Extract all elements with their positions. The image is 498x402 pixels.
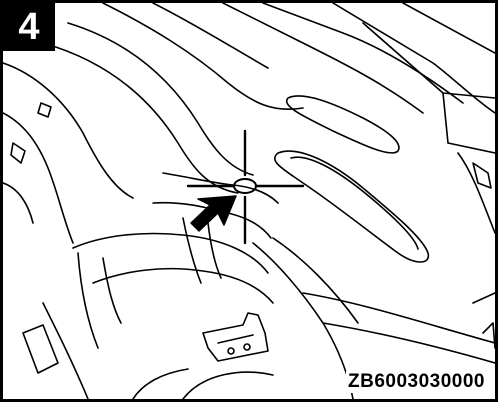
crosshair-marker-icon [186,129,305,245]
step-number-badge: 4 [3,3,55,51]
pointer-arrow-icon [190,195,237,232]
reference-code: ZB6003030000 [346,371,487,393]
vehicle-underbody-drawing [3,3,495,399]
